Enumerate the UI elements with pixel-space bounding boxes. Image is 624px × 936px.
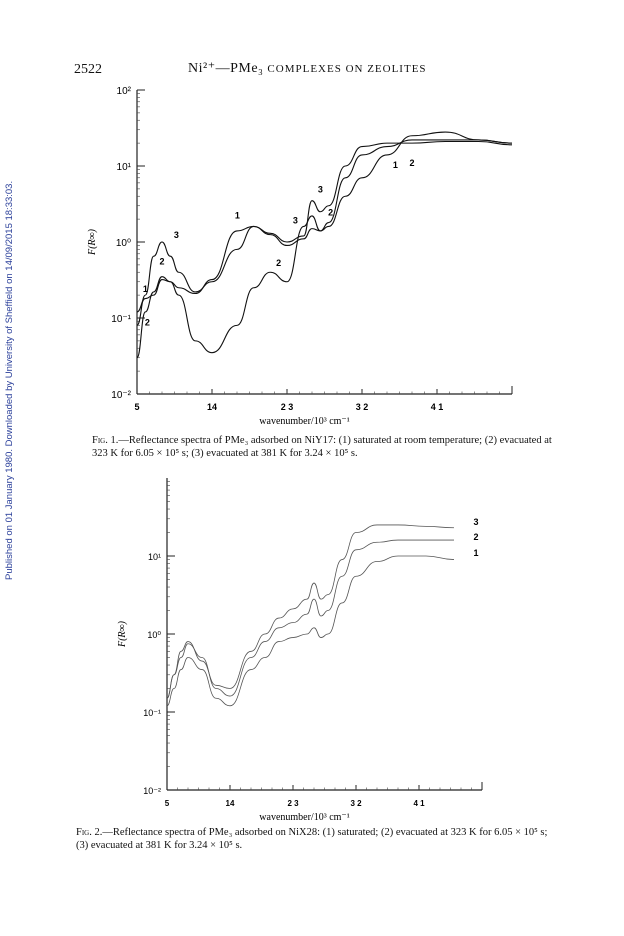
series-label: 1 [235,210,240,220]
y-tick-label: 10⁻¹ [111,314,131,325]
x-tick-label: 14 [226,799,235,808]
series-3-line [136,140,513,326]
series-label: 3 [293,215,298,225]
series-label: 1 [393,160,398,170]
figure-2-caption: Fig. 2.—Reflectance spectra of PMe₃ adso… [76,826,560,852]
figure-1-caption-text-2: evacuated at 323 K for 6.05 × 10⁵ s; (3)… [92,435,552,459]
series-label: 1 [473,548,478,558]
x-tick-label: 5 [165,799,170,808]
series-2-line [166,539,454,699]
series-label: 1 [143,284,148,294]
series-label: 3 [473,517,478,527]
series-1-line [136,139,513,313]
figure-2-caption-text: —Reflectance spectra of PMe₃ adsorbed on… [102,827,492,838]
figure-2: 10¹ 10⁰ 10⁻¹ 10⁻² 5 14 2 3 3 2 4 1 wavenumber/10³… [117,478,483,823]
x-tick-label: 14 [207,402,217,412]
x-tick-label: 3 2 [350,799,362,808]
y-tick-label: 10¹ [117,162,132,173]
y-tick-label: 10⁻¹ [143,708,161,718]
x-tick-label: 2 3 [287,799,299,808]
x-axis-label: wavenumber/10³ cm⁻¹ [259,416,349,427]
figure-1-caption: Fig. 1.—Reflectance spectra of PMe₃ adso… [92,434,562,460]
y-tick-label: 10¹ [148,552,161,562]
series-label: 2 [159,257,164,267]
y-tick-label: 10² [117,86,132,97]
y-tick-label: 10⁰ [147,630,161,640]
series-label: 2 [328,208,333,218]
figure-1-caption-text: —Reflectance spectra of PMe₃ adsorbed on… [118,435,497,446]
series-label: 3 [318,185,323,195]
running-head-formula: Ni²⁺—PMe₃ [188,61,264,76]
running-head-title: COMPLEXES ON ZEOLITES [267,63,427,75]
series-label: 2 [276,258,281,268]
series-2-line [136,131,513,359]
x-tick-label: 3 2 [356,402,369,412]
figure-2-caption-label: Fig. 2. [76,827,103,838]
y-tick-label: 10⁻² [111,390,131,401]
y-tick-label: 10⁰ [116,238,131,249]
series-label: 3 [174,230,179,240]
y-axis-label: F(R∞) [117,620,128,648]
y-axis-label: F(R∞) [87,228,98,256]
x-tick-label: 4 1 [431,402,444,412]
series-label: 2 [145,317,150,327]
figure-1-caption-label: Fig. 1. [92,435,119,446]
x-tick-label: 4 1 [413,799,425,808]
x-axis-label: wavenumber/10³ cm⁻¹ [259,812,349,823]
y-tick-label: 10⁻² [143,786,161,796]
x-tick-label: 5 [134,402,139,412]
series-label: 2 [409,158,414,168]
x-tick-label: 2 3 [281,402,294,412]
series-3-line [166,524,455,699]
page-number: 2522 [74,62,102,77]
series-1-line [166,555,455,707]
figure-1: 10² 10¹ 10⁰ 10⁻¹ 10⁻²5 14 2 3 3 2 4 1 wavenumber/… [87,86,513,427]
figure-2-caption-text-2: 6.05 × 10⁵ s; (3) evacuated at 381 K for… [76,827,548,851]
running-head: Ni²⁺—PMe₃ COMPLEXES ON ZEOLITES [188,60,427,77]
series-label: 2 [473,532,478,542]
